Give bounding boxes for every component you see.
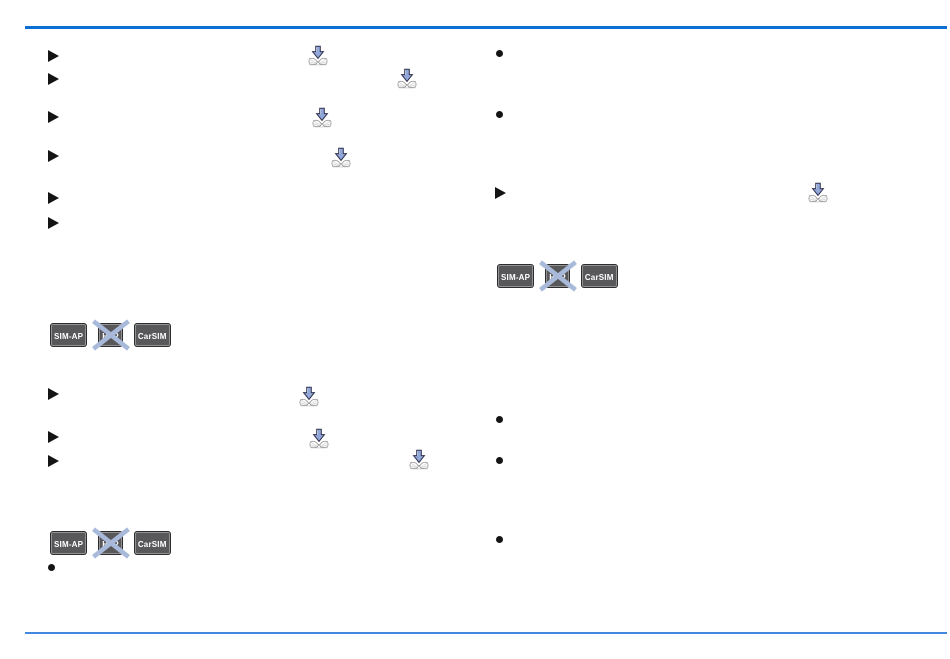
badge-label: SIM-AP xyxy=(54,332,84,341)
list-bullet-triangle xyxy=(48,431,59,443)
top-rule xyxy=(25,26,947,29)
badge-label: CarSIM xyxy=(584,273,614,282)
list-bullet-triangle xyxy=(48,73,59,85)
badge-carsim: CarSIM xyxy=(580,264,618,288)
badge-sim-ap: SIM-AP xyxy=(50,531,88,555)
list-bullet-triangle xyxy=(48,217,59,229)
list-bullet-triangle xyxy=(48,150,59,162)
equipment-badges-left-1: SIM-AP HFP CarSIM xyxy=(50,319,171,351)
press-down-arrow-icon xyxy=(807,182,829,203)
press-down-arrow-icon xyxy=(408,449,430,470)
badge-carsim: CarSIM xyxy=(133,531,171,555)
press-down-arrow-icon xyxy=(307,45,329,66)
press-down-arrow-icon xyxy=(308,428,330,449)
equipment-badges-left-2: SIM-AP HFP CarSIM xyxy=(50,527,171,559)
list-bullet-triangle xyxy=(48,455,59,467)
press-down-arrow-icon xyxy=(396,68,418,89)
badge-hfp: HFP xyxy=(91,319,130,351)
list-bullet-dot xyxy=(496,416,503,423)
badge-label: SIM-AP xyxy=(501,273,531,282)
badge-hfp: HFP xyxy=(91,527,130,559)
list-bullet-triangle xyxy=(48,192,59,204)
list-bullet-triangle xyxy=(48,111,59,123)
bottom-rule xyxy=(25,632,947,634)
badge-label: HFP xyxy=(102,332,119,341)
list-bullet-dot xyxy=(496,50,503,57)
list-bullet-dot xyxy=(48,564,55,571)
list-bullet-triangle xyxy=(495,187,506,199)
badge-label: SIM-AP xyxy=(54,540,84,549)
press-down-arrow-icon xyxy=(311,107,333,128)
list-bullet-dot xyxy=(496,111,503,118)
list-bullet-dot xyxy=(496,536,503,543)
badge-label: CarSIM xyxy=(137,540,167,549)
list-bullet-triangle xyxy=(48,388,59,400)
equipment-badges-right-1: SIM-AP HFP CarSIM xyxy=(497,260,618,292)
badge-sim-ap: SIM-AP xyxy=(50,323,88,347)
badge-label: CarSIM xyxy=(137,332,167,341)
press-down-arrow-icon xyxy=(330,147,352,168)
badge-hfp: HFP xyxy=(538,260,577,292)
press-down-arrow-icon xyxy=(298,386,320,407)
badge-carsim: CarSIM xyxy=(133,323,171,347)
list-bullet-dot xyxy=(496,457,503,464)
badge-label: HFP xyxy=(102,540,119,549)
badge-label: HFP xyxy=(549,273,566,282)
list-bullet-triangle xyxy=(48,50,59,62)
badge-sim-ap: SIM-AP xyxy=(497,264,535,288)
